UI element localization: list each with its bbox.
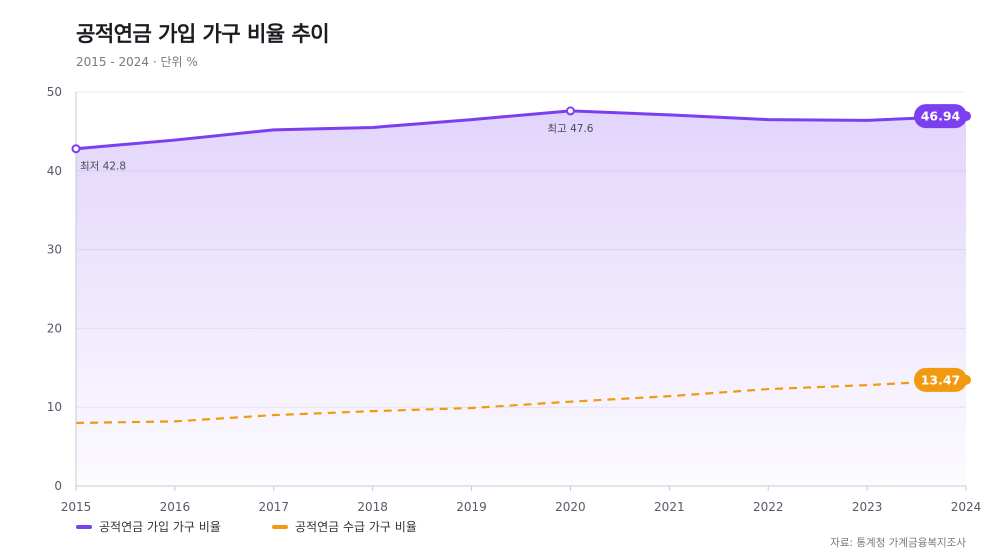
legend-label-benefit: 공적연금 수급 가구 비율 (295, 520, 417, 534)
x-tick-label-2024: 2024 (951, 500, 982, 512)
y-tick-label-40: 40 (47, 164, 62, 178)
series-area (76, 110, 966, 487)
source-note: 자료: 통계청 가계금융복지조사 (830, 537, 966, 549)
y-tick-label-50: 50 (47, 85, 62, 99)
x-tick-label-2020: 2020 (555, 500, 586, 512)
chart-subtitle: 2015 - 2024 · 단위 % (76, 55, 198, 69)
series-lines (74, 109, 968, 425)
line-benefit (75, 378, 967, 425)
x-tick-label-2017: 2017 (259, 500, 290, 512)
legend-label-enrollment: 공적연금 가입 가구 비율 (99, 520, 221, 534)
end-label-benefit: 13.47 (921, 372, 961, 387)
end-label-pill-enrollment (914, 104, 967, 129)
end-label-enrollment: 46.94 (921, 109, 961, 124)
axes: 0 10 20 30 40 50 2015 2016 2017 2018 2019 2020 2021 2… (47, 85, 982, 512)
line-chart: 0 10 20 30 40 50 2015 2016 2017 2018 2019 2020 2021 2… (47, 85, 982, 512)
y-tick-label-0: 0 (54, 479, 62, 493)
annotation-label-2015: 최저 42.8 (80, 161, 126, 173)
x-tick-label-2023: 2023 (852, 500, 883, 512)
end-label-pill-benefit (914, 367, 967, 392)
legend-swatch-enrollment (76, 524, 92, 529)
legend-swatch-benefit (272, 524, 288, 529)
data-labels: 최저 42.8 최고 47.6 46.94 13.47 (71, 104, 971, 392)
x-tick-label-2021: 2021 (654, 500, 685, 512)
x-tick-label-2015: 2015 (61, 500, 92, 512)
legend-item-enrollment: 공적연금 가입 가구 비율 (76, 518, 221, 535)
y-tick-label-30: 30 (47, 243, 62, 257)
line-enrollment (74, 109, 968, 151)
legend-item-benefit: 공적연금 수급 가구 비율 (272, 518, 417, 535)
x-tick-label-2016: 2016 (160, 500, 191, 512)
y-tick-label-10: 10 (47, 400, 62, 414)
x-tick-label-2022: 2022 (753, 500, 784, 512)
annotation-label-2020: 최고 47.6 (547, 123, 593, 135)
point-annotation-2015 (71, 144, 81, 154)
x-tick-label-2019: 2019 (456, 500, 487, 512)
area-enrollment (76, 110, 966, 487)
y-tick-label-20: 20 (47, 321, 62, 335)
point-annotation-2020 (565, 106, 575, 116)
chart-title: 공적연금 가입 가구 비율 추이 (76, 22, 330, 46)
x-tick-label-2018: 2018 (357, 500, 388, 512)
